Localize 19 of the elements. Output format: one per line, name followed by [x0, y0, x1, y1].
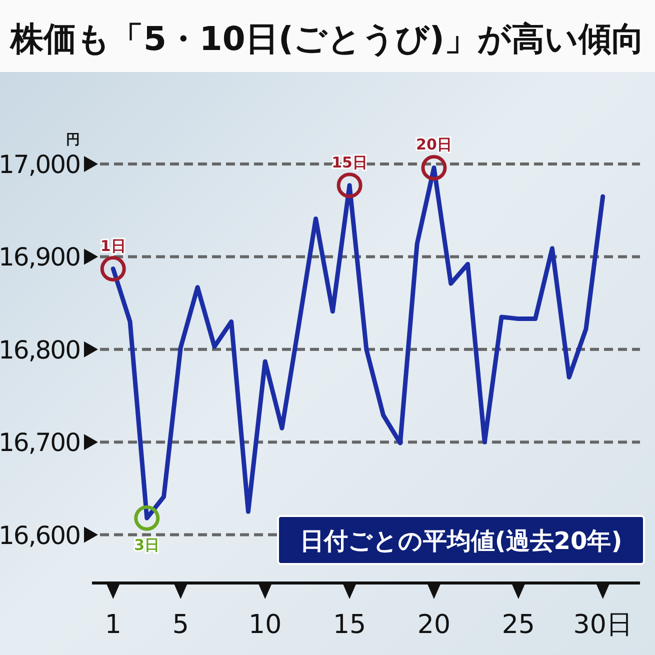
x-tick-label: 25: [502, 610, 535, 640]
y-axis-title: 円: [66, 132, 80, 148]
annotation: 1日: [100, 236, 126, 255]
y-tick-label: 16,800: [0, 335, 80, 364]
x-tick-label: 5: [172, 610, 189, 640]
annotation: 15日: [332, 153, 368, 172]
x-tick-label: 15: [332, 610, 366, 640]
x-tick-label: 30日: [573, 610, 632, 640]
x-tick-label: 20: [417, 610, 451, 640]
chart-title: 株価も「5・10日(ごとうび)」が高い傾向: [9, 19, 645, 58]
y-tick-label: 16,600: [0, 520, 80, 550]
y-tick-label: 16,700: [0, 428, 80, 458]
x-tick-label: 1: [104, 610, 122, 640]
x-tick-label: 10: [248, 610, 282, 640]
annotation: 20日: [416, 136, 452, 154]
annotation: 日付ごとの平均値(過去20年): [300, 527, 622, 555]
annotation: 3日: [134, 536, 160, 554]
y-tick-label: 16,900: [0, 242, 80, 272]
y-tick-label: 17,000: [0, 150, 80, 179]
